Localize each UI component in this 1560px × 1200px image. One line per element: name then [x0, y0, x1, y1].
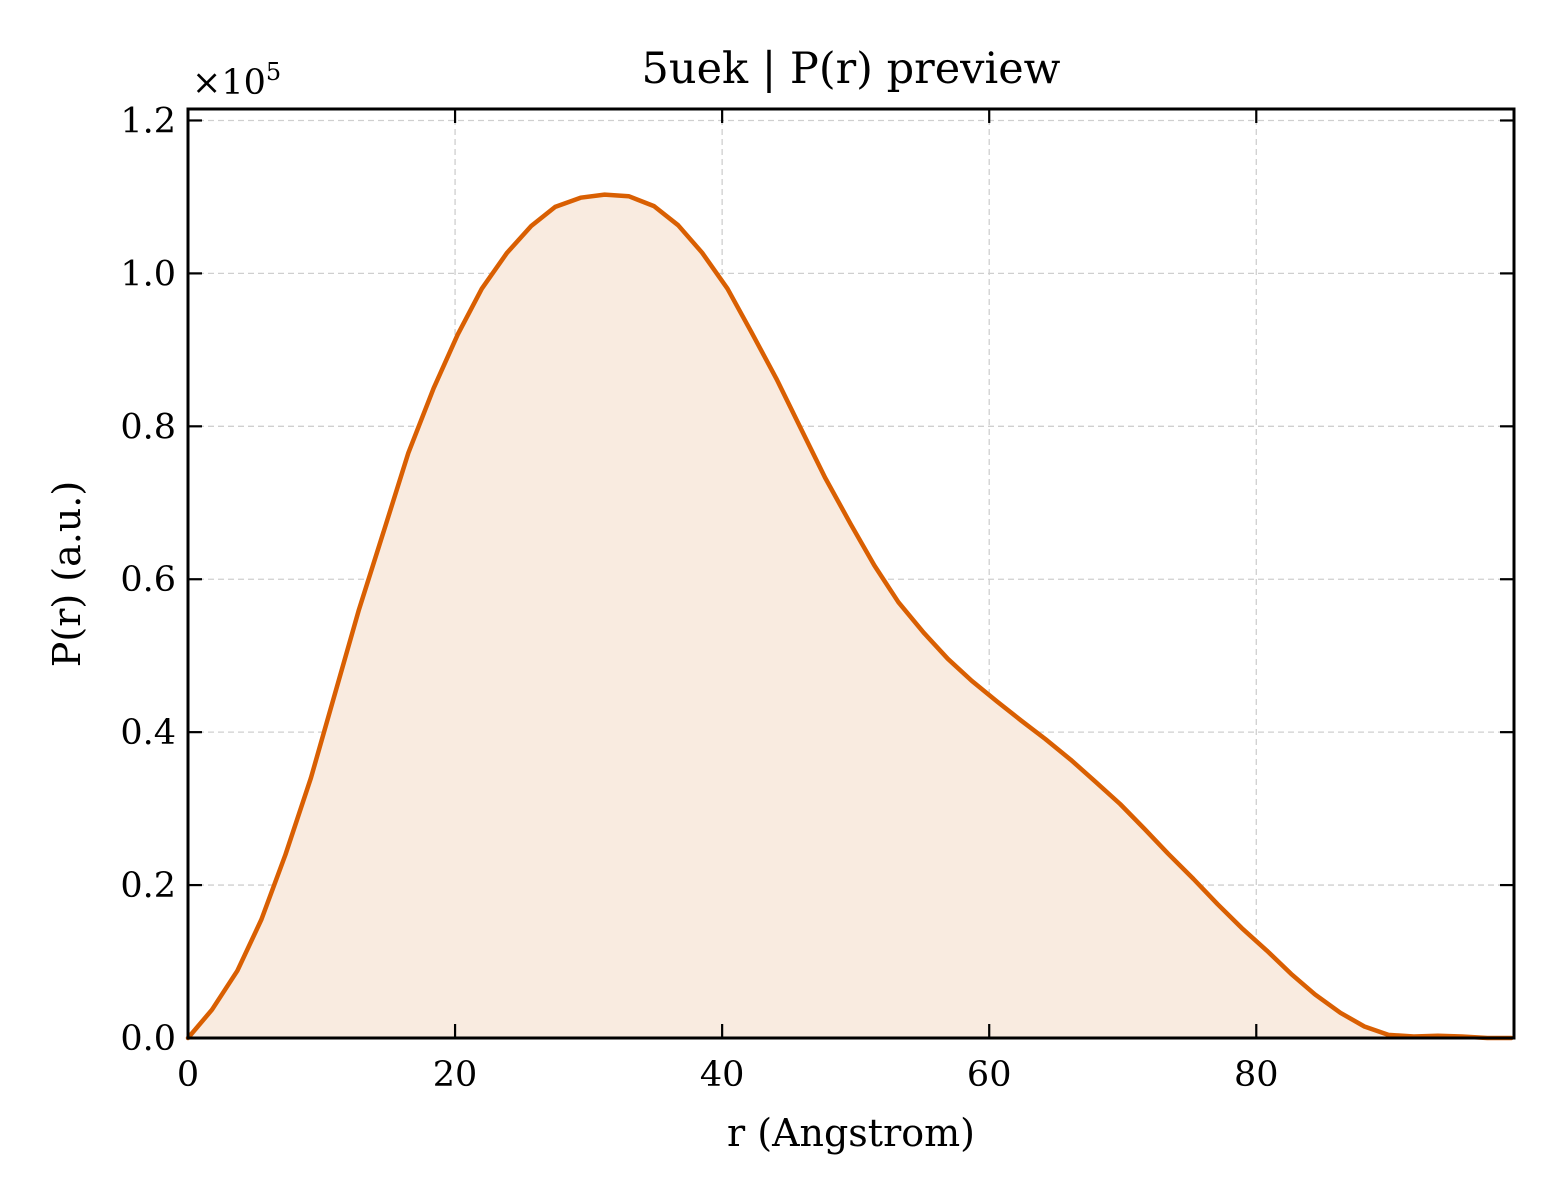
y-tick-label: 0.6 — [120, 560, 176, 600]
y-tick-label: 0.4 — [120, 713, 176, 753]
series-line — [185, 192, 1514, 1041]
y-tick-label: 1.0 — [120, 254, 176, 294]
plot-frame — [186, 107, 1516, 1040]
y-tick-label: 1.2 — [120, 101, 176, 141]
x-tick-label: 20 — [433, 1055, 478, 1095]
x-tick-label: 80 — [1234, 1055, 1279, 1095]
y-tick-label: 0.8 — [120, 407, 176, 447]
y-axis-label: P(r) (a.u.) — [45, 481, 89, 667]
y-axis-offset-label: ×105 — [192, 58, 281, 103]
x-tick-label: 60 — [967, 1055, 1012, 1095]
y-offset-exponent: 5 — [266, 58, 281, 86]
x-tick-label: 40 — [700, 1055, 745, 1095]
y-tick-label: 0.2 — [120, 866, 176, 906]
y-offset-base: ×10 — [192, 63, 266, 103]
series-area-fill — [188, 194, 1512, 1039]
x-axis-label: r (Angstrom) — [727, 1111, 975, 1155]
chart-title: 5uek | P(r) preview — [642, 44, 1061, 94]
y-axis-ticks: 0.0 0.2 0.4 0.6 0.8 1.0 1.2 — [120, 101, 1514, 1059]
y-tick-label: 0.0 — [120, 1019, 176, 1059]
x-axis-ticks: 0 20 40 60 80 — [177, 109, 1279, 1095]
x-tick-label: 0 — [177, 1055, 199, 1095]
